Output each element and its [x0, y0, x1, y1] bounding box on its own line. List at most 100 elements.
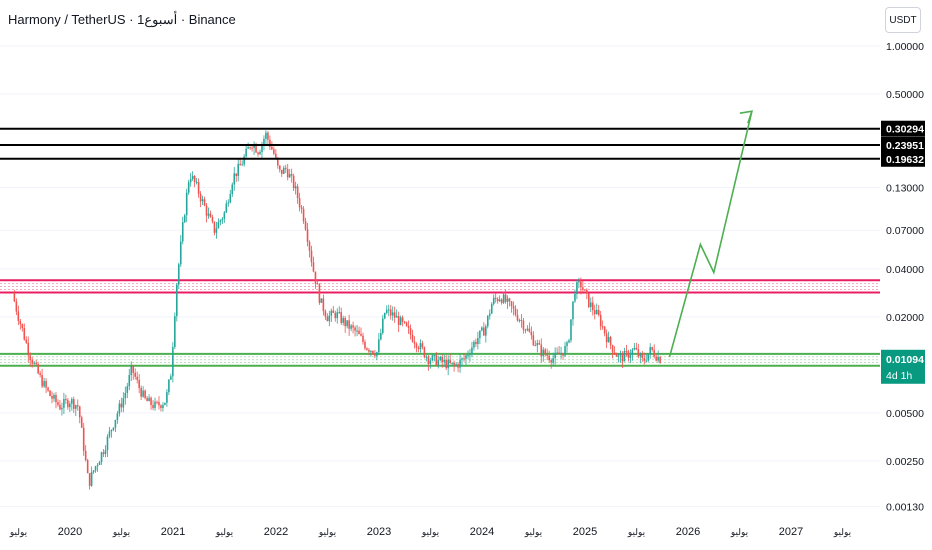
candle-body: [395, 315, 398, 318]
candle-up: [61, 402, 63, 416]
candle-down: [546, 348, 549, 361]
candle-down: [405, 321, 408, 327]
candle-body: [166, 392, 168, 403]
candle-body: [164, 402, 166, 405]
candle-body: [601, 326, 604, 328]
candle-body: [296, 186, 299, 199]
candle-up: [617, 353, 620, 363]
candle-up: [419, 339, 422, 353]
candle-down: [421, 340, 424, 350]
candle-body: [586, 289, 588, 294]
x-tick-label: يوليو: [112, 527, 131, 538]
candle-down: [591, 296, 594, 316]
candle-down: [300, 205, 303, 214]
candle-down: [59, 399, 61, 411]
candle-down: [508, 297, 511, 307]
candle-up: [477, 331, 479, 350]
candle-body: [82, 427, 85, 451]
candle-body: [195, 182, 198, 184]
candle-body: [207, 213, 210, 216]
candle-body: [310, 250, 313, 263]
x-tick-label: يوليو: [318, 527, 337, 538]
candle-body: [342, 318, 344, 323]
candle-body: [534, 345, 537, 347]
zones: [0, 279, 880, 367]
countdown-label: 4d 1h: [886, 370, 912, 382]
candle-body: [415, 343, 418, 348]
candle-up: [259, 149, 261, 155]
candle-up: [187, 179, 190, 195]
candle-body: [96, 465, 99, 467]
candle-body: [508, 298, 511, 302]
candle-body: [479, 330, 481, 339]
candle-up: [498, 295, 501, 303]
candle-body: [469, 354, 471, 356]
candle-down: [651, 346, 653, 352]
candle-up: [231, 182, 234, 198]
candle-down: [655, 354, 657, 362]
candle-down: [413, 336, 416, 349]
candle-up: [219, 219, 222, 226]
candle-up: [342, 315, 344, 326]
candle-body: [431, 355, 434, 361]
candle-up: [526, 325, 529, 332]
candle-down: [120, 397, 123, 413]
candle-body: [435, 354, 438, 366]
candle-body: [457, 364, 459, 368]
candle-body: [635, 347, 638, 350]
candle-down: [80, 415, 83, 428]
candle-body: [253, 144, 255, 148]
candle-body: [156, 401, 158, 403]
current-price-tag: [881, 349, 925, 384]
candle-body: [338, 312, 341, 314]
candle-body: [588, 293, 590, 308]
candle-body: [459, 359, 461, 368]
candle-up: [629, 349, 632, 364]
candle-up: [241, 160, 243, 166]
candle-body: [51, 396, 53, 399]
y-tick-label: 0.04000: [886, 264, 924, 276]
y-axis: 1.00000 0.50000 0.13000 0.07000 0.04000 0.020…: [886, 41, 924, 513]
candle-body: [29, 355, 32, 360]
candle-up: [53, 392, 55, 402]
candle-up: [288, 168, 291, 178]
candle-body: [629, 355, 632, 358]
candle-down: [588, 293, 590, 309]
candle-body: [45, 380, 47, 388]
candle-body: [582, 287, 584, 290]
candle-body: [425, 356, 428, 358]
candle-down: [463, 352, 465, 362]
candle-body: [215, 228, 218, 233]
candle-body: [481, 327, 483, 331]
candle-down: [599, 311, 602, 331]
candle-up: [174, 312, 176, 350]
candle-up: [243, 154, 245, 167]
candle-body: [116, 413, 119, 420]
candle-body: [132, 365, 135, 373]
candle-body: [332, 310, 335, 313]
candle-down: [132, 365, 135, 380]
candle-down: [358, 326, 360, 335]
candle-body: [514, 308, 517, 315]
candle-body: [324, 311, 327, 317]
candle-down: [605, 329, 608, 349]
candle-body: [158, 402, 160, 406]
candle-body: [413, 341, 416, 344]
candle-body: [100, 452, 103, 462]
candle-body: [447, 359, 449, 369]
candle-down: [496, 297, 499, 304]
candle-down: [332, 305, 335, 313]
x-tick-label: 2025: [573, 526, 597, 538]
currency-selector[interactable]: USDT: [885, 7, 921, 33]
candle-down: [197, 178, 200, 198]
candle-body: [473, 341, 475, 348]
x-tick-label: 2027: [779, 526, 803, 538]
candle-body: [655, 356, 657, 361]
x-tick-label: يوليو: [627, 527, 646, 538]
candle-up: [69, 401, 71, 413]
candle-down: [611, 344, 614, 359]
candle-body: [621, 354, 624, 362]
candle-body: [172, 347, 174, 377]
candle-body: [605, 333, 608, 343]
